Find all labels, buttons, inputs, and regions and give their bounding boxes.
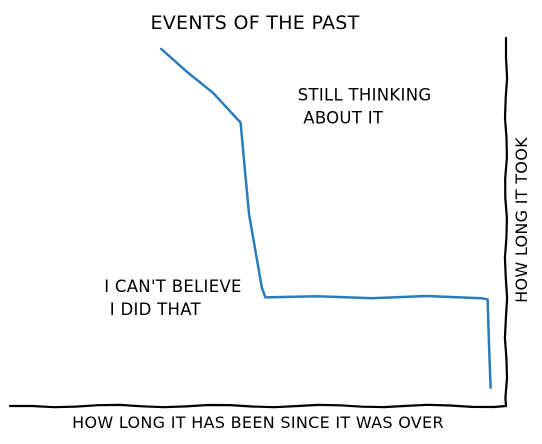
annotation-1-line-1: I DID THAT xyxy=(104,300,201,319)
annotation-0: STILL THINKING ABOUT IT xyxy=(298,86,432,128)
annotation-1-line-0: I CAN'T BELIEVE xyxy=(104,277,242,296)
y-axis-label: HOW LONG IT TOOK xyxy=(512,137,531,303)
annotation-1: I CAN'T BELIEVE I DID THAT xyxy=(104,277,242,319)
annotation-0-line-0: STILL THINKING xyxy=(298,86,432,105)
y-axis-line xyxy=(503,36,509,408)
x-axis-label: HOW LONG IT HAS BEEN SINCE IT WAS OVER xyxy=(72,413,444,432)
series-layer xyxy=(160,47,492,389)
annotation-layer: STILL THINKING ABOUT IT I CAN'T BELIEVE I… xyxy=(104,86,431,319)
series-line-0 xyxy=(160,47,492,389)
annotation-0-line-1: ABOUT IT xyxy=(298,109,384,128)
x-axis-line xyxy=(8,403,508,409)
chart-title: EVENTS OF THE PAST xyxy=(150,12,359,34)
